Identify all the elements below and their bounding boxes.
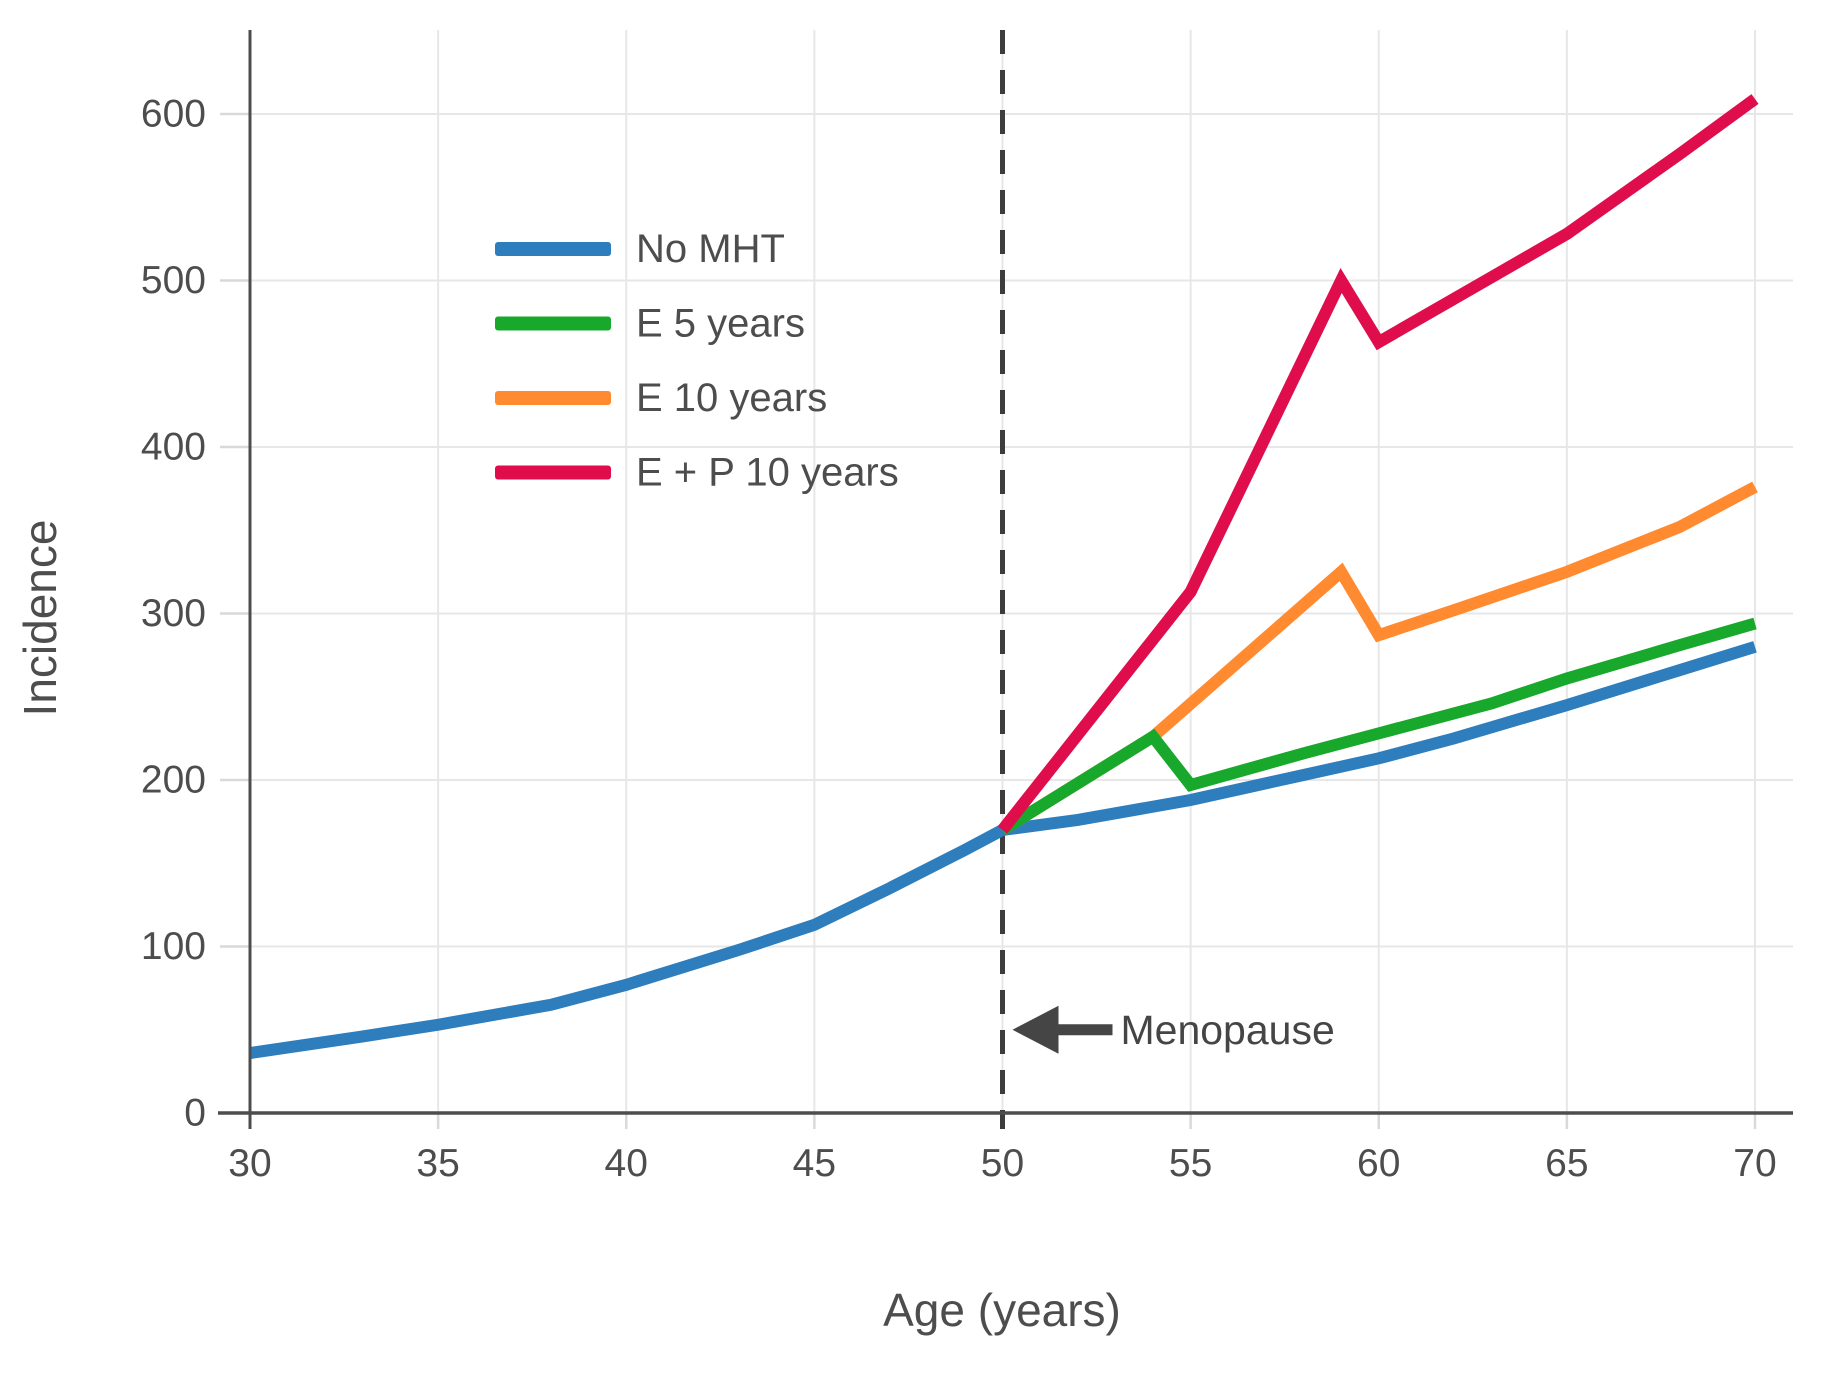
y-tick-label: 600 bbox=[141, 93, 206, 136]
y-tick-label: 100 bbox=[141, 925, 206, 968]
series-e-p-10-years bbox=[997, 94, 1759, 834]
series-e-10-years bbox=[999, 481, 1758, 836]
x-tick-label: 40 bbox=[605, 1142, 648, 1185]
y-axis-title: Incidence bbox=[14, 520, 66, 717]
menopause-label: Menopause bbox=[1121, 1007, 1335, 1053]
x-tick-label: 45 bbox=[793, 1142, 836, 1185]
y-tick-label: 200 bbox=[141, 759, 206, 802]
legend-swatch bbox=[495, 242, 611, 256]
axes bbox=[218, 30, 1793, 1129]
x-tick-label: 60 bbox=[1357, 1142, 1400, 1185]
x-tick-label: 50 bbox=[981, 1142, 1024, 1185]
y-tick-label: 300 bbox=[141, 592, 206, 635]
tick-labels: 30 35 40 45 50 55 60 65 70 0 100 200 300 400 500 600 bbox=[141, 93, 1777, 1186]
legend-swatch bbox=[495, 391, 611, 405]
menopause-arrow-head bbox=[1012, 1005, 1059, 1054]
series-no-mht bbox=[249, 641, 1757, 1059]
menopause-annotation: Menopause bbox=[1012, 1005, 1335, 1054]
series-lines bbox=[249, 94, 1759, 1059]
x-tick-label: 65 bbox=[1545, 1142, 1588, 1185]
legend-label: No MHT bbox=[636, 227, 785, 271]
y-tick-label: 400 bbox=[141, 426, 206, 469]
legend-label: E + P 10 years bbox=[636, 451, 899, 495]
y-tick-label: 500 bbox=[141, 259, 206, 302]
legend-swatch bbox=[495, 316, 611, 331]
y-tick-label: 0 bbox=[184, 1092, 206, 1135]
x-tick-label: 30 bbox=[228, 1142, 271, 1185]
legend-label: E 5 years bbox=[636, 302, 805, 346]
series-e-5-years bbox=[999, 617, 1757, 836]
x-tick-label: 55 bbox=[1169, 1142, 1212, 1185]
legend: No MHT E 5 years E 10 years E + P 10 years bbox=[495, 227, 899, 495]
x-axis-title: Age (years) bbox=[883, 1284, 1121, 1336]
legend-label: E 10 years bbox=[636, 376, 827, 420]
x-tick-label: 70 bbox=[1733, 1142, 1776, 1185]
legend-swatch bbox=[495, 465, 611, 480]
menopause-arrow-shaft bbox=[1050, 1024, 1113, 1036]
x-tick-label: 35 bbox=[416, 1142, 459, 1185]
